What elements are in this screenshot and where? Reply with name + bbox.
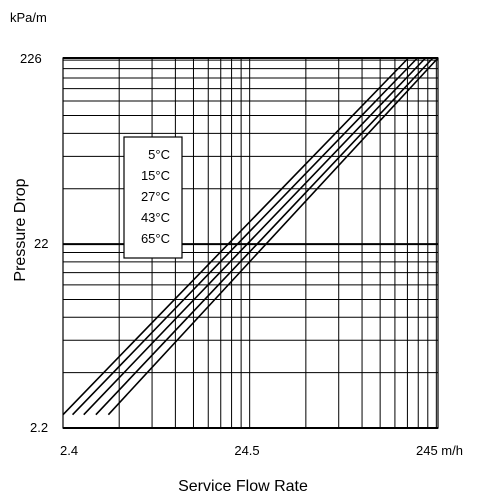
series-line-4 — [107, 57, 439, 416]
series-line-3 — [95, 57, 434, 416]
legend-item-43c: 43°C — [141, 210, 170, 225]
y-tick-label-22: 22 — [34, 236, 48, 251]
x-axis-title: Service Flow Rate — [178, 478, 308, 495]
x-tick-label-245: 245 m/h — [416, 443, 463, 458]
legend: 5°C 15°C 27°C 43°C 65°C — [123, 136, 183, 259]
legend-item-27c: 27°C — [141, 189, 170, 204]
grid — [62, 57, 439, 429]
series-line-0 — [62, 57, 409, 416]
y-tick-label-226: 226 — [20, 51, 42, 66]
y-unit-label: kPa/m — [10, 10, 47, 25]
y-tick-label-2-2: 2.2 — [30, 420, 48, 435]
series-line-2 — [83, 57, 427, 416]
x-tick-label-24-5: 24.5 — [234, 443, 259, 458]
y-axis-title: Pressure Drop — [12, 178, 29, 281]
plot-area-frame — [62, 57, 439, 429]
legend-box — [123, 136, 183, 259]
legend-item-15c: 15°C — [141, 168, 170, 183]
legend-item-65c: 65°C — [141, 231, 170, 246]
x-tick-label-2-4: 2.4 — [60, 443, 78, 458]
legend-item-5c: 5°C — [148, 147, 170, 162]
series-lines — [62, 57, 439, 416]
series-line-1 — [71, 57, 418, 416]
